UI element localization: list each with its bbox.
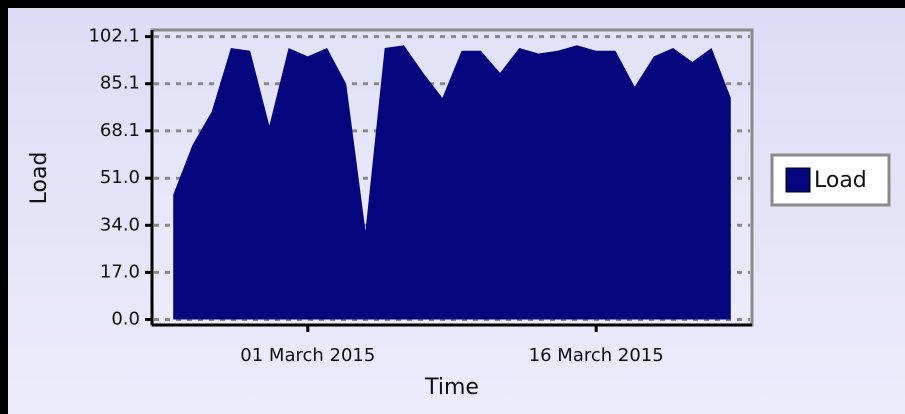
legend-label: Load <box>814 168 867 193</box>
x-axis-title: Time <box>424 375 479 400</box>
legend-swatch <box>785 167 811 193</box>
y-axis-title: Load <box>27 152 52 205</box>
legend <box>770 153 891 207</box>
y-tick-label: 0.0 <box>111 308 140 329</box>
y-tick-label: 85.1 <box>100 73 140 94</box>
y-tick-label: 51.0 <box>100 167 140 188</box>
x-tick-label: 16 March 2015 <box>529 345 664 366</box>
y-tick-label: 17.0 <box>100 261 140 282</box>
y-tick-label: 102.1 <box>88 26 140 47</box>
y-tick-label: 68.1 <box>100 120 140 141</box>
area <box>173 45 731 320</box>
y-tick-label: 34.0 <box>100 214 140 235</box>
x-tick-label: 01 March 2015 <box>240 345 375 366</box>
